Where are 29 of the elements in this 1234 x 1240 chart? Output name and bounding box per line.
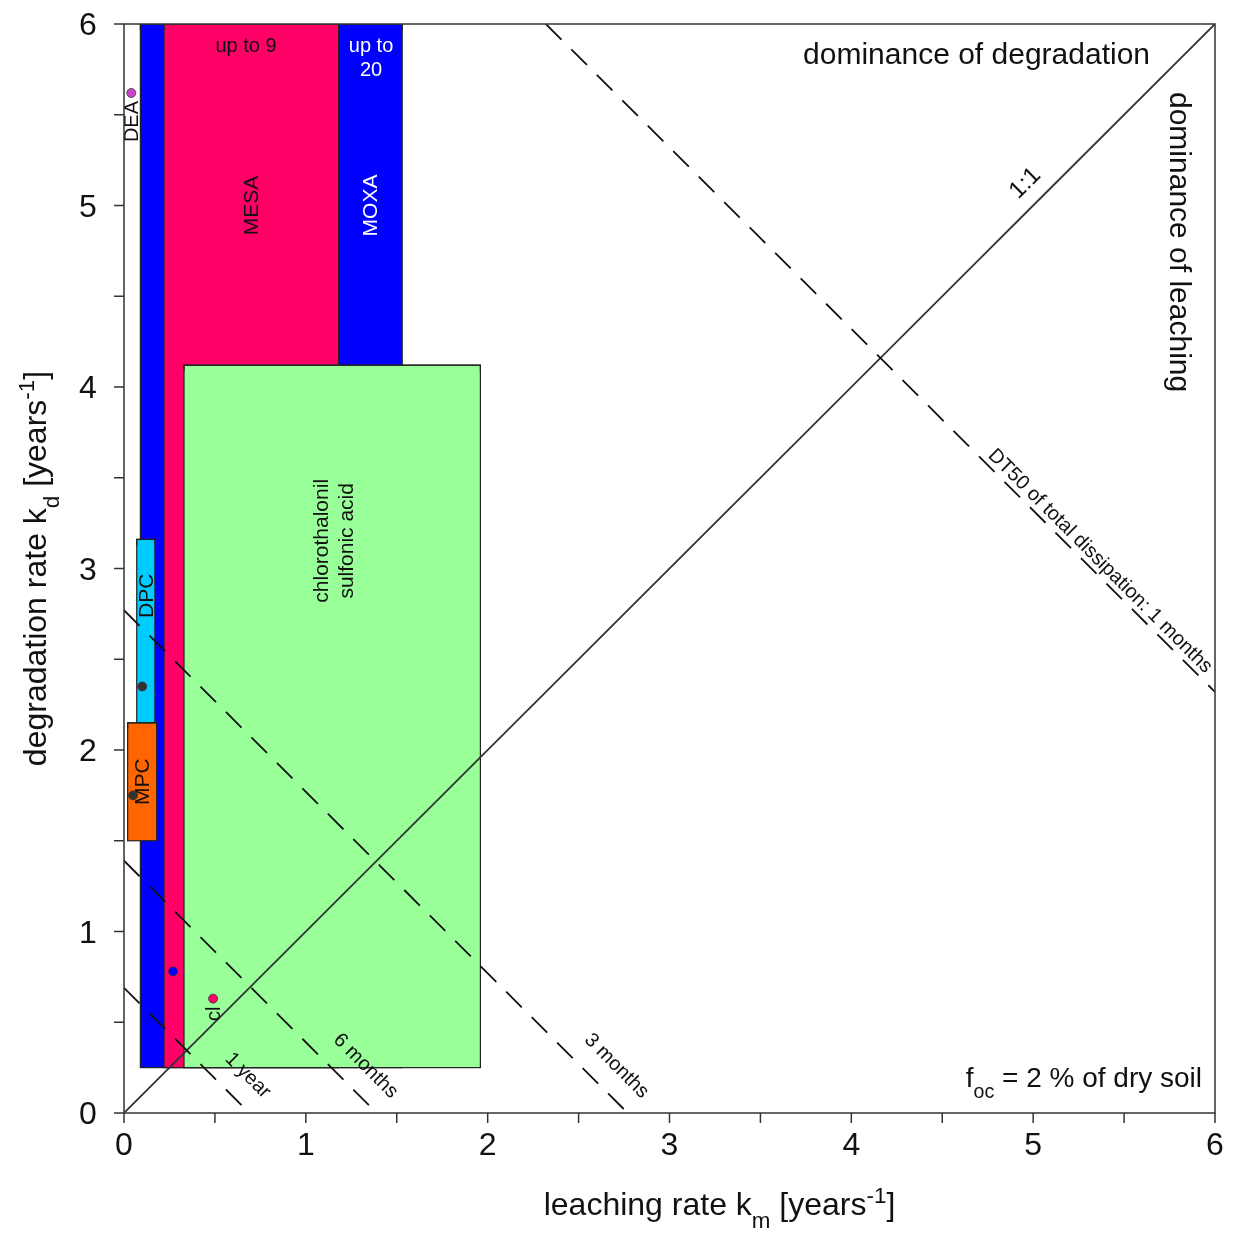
series-label: DPC — [133, 573, 157, 618]
y-tick-label: 3 — [79, 550, 97, 587]
x-tick-label: 0 — [115, 1126, 133, 1162]
text: cl — [202, 1006, 225, 1022]
annotation: dominance of degradation — [803, 37, 1150, 70]
annotation: up to 9 — [215, 34, 277, 56]
x-tick-label: 4 — [842, 1126, 861, 1162]
y-tick-label: 4 — [79, 369, 97, 405]
x-tick-label: 3 — [660, 1126, 679, 1162]
x-tick-label: 5 — [1024, 1126, 1043, 1162]
y-tick-label: 2 — [79, 732, 97, 768]
annotation: f$_{oc}$ = 2 % of dry soil — [965, 1062, 1202, 1102]
series-label: MOXA — [358, 174, 382, 237]
text: DEA — [120, 100, 143, 143]
series-label: chlorothalonil sulfonic acid — [309, 478, 358, 603]
y-tick-label: 6 — [79, 6, 97, 42]
x-tick-label: 6 — [1206, 1126, 1224, 1162]
text: 1 year — [221, 1046, 277, 1103]
x-tick-label: 1 — [296, 1126, 315, 1162]
y-tick-label: 5 — [79, 187, 97, 224]
annotation: 1:1 — [1002, 160, 1046, 204]
annotation: up to 20 — [348, 34, 394, 80]
series-label: MESA — [239, 175, 263, 236]
x-axis-title: leaching rate k$_{m}$ [years$^{-1}$] — [543, 1182, 896, 1233]
series-label: MPC — [130, 758, 154, 806]
x-tick-label: 2 — [478, 1126, 497, 1162]
annotation: dominance of leaching — [1164, 92, 1197, 393]
y-tick-label: 0 — [79, 1095, 97, 1131]
y-tick-label: 1 — [79, 913, 97, 950]
